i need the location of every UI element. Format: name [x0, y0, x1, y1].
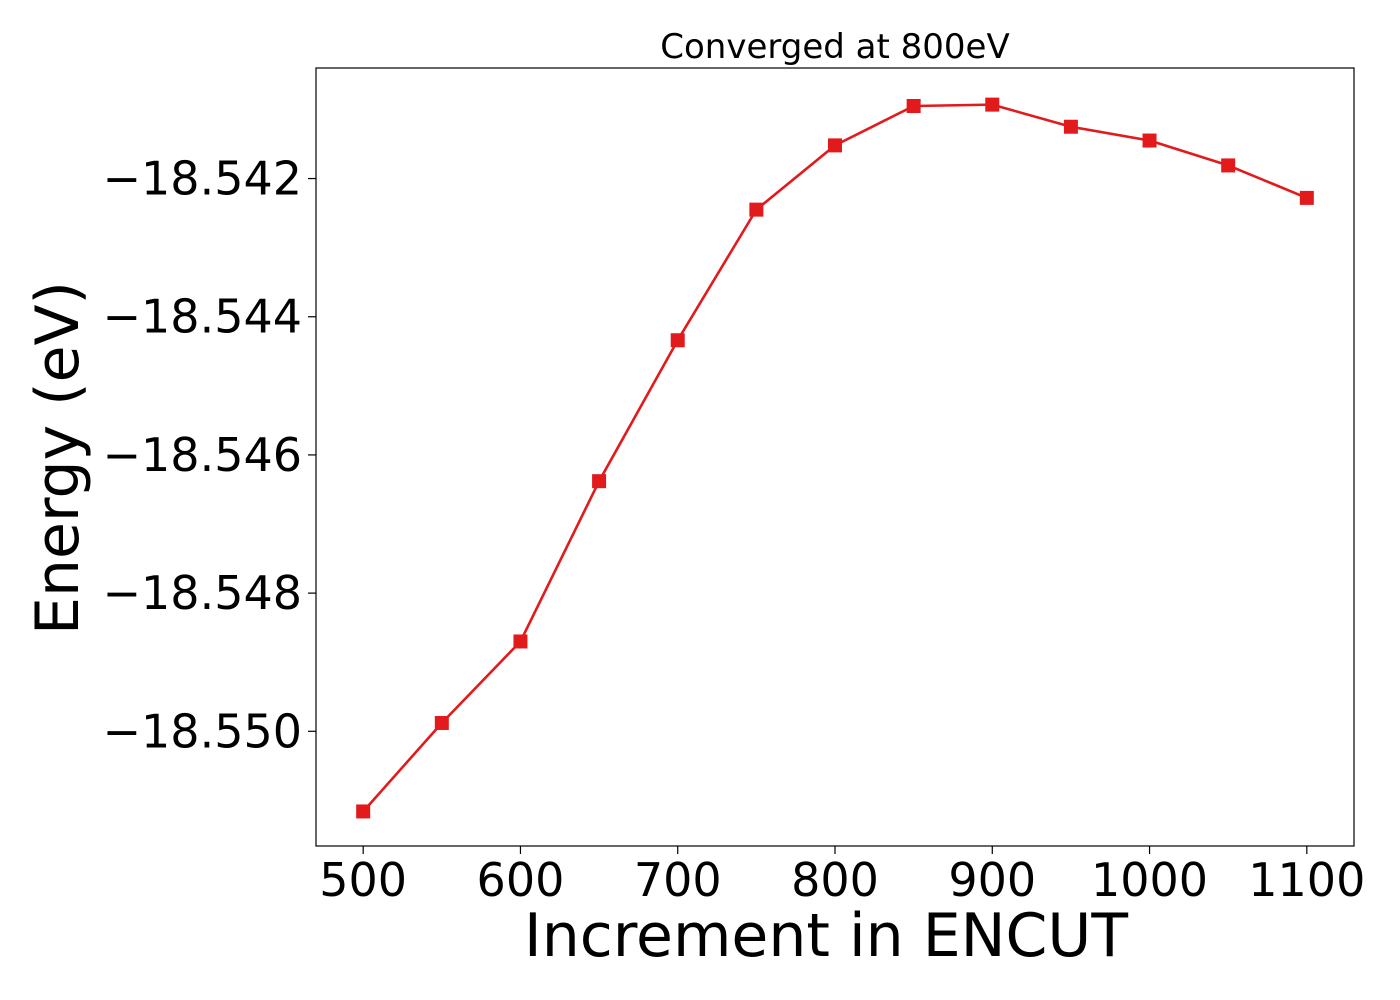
data-point — [1221, 158, 1236, 173]
x-tick-label: 1000 — [1091, 853, 1208, 907]
data-point — [1063, 119, 1078, 134]
data-point — [434, 716, 449, 731]
data-point — [749, 202, 764, 217]
data-point — [1299, 190, 1314, 205]
x-tick-label: 1100 — [1248, 853, 1365, 907]
data-point — [592, 474, 607, 489]
data-point — [513, 634, 528, 649]
axes-frame — [315, 67, 1355, 847]
data-point — [670, 333, 685, 348]
x-axis-label: Increment in ENCUT — [524, 901, 1128, 971]
data-point — [985, 97, 1000, 112]
data-point — [1142, 133, 1157, 148]
y-tick-label: −18.550 — [103, 704, 303, 758]
x-tick-label: 700 — [634, 853, 722, 907]
y-tick-label: −18.542 — [103, 152, 303, 206]
y-tick-label: −18.546 — [103, 428, 303, 482]
y-tick-label: −18.544 — [103, 290, 303, 344]
y-tick-label: −18.548 — [103, 566, 303, 620]
data-point — [828, 138, 842, 153]
data-point — [356, 804, 371, 819]
x-tick-label: 900 — [948, 853, 1036, 907]
y-axis-label: Energy (eV) — [23, 281, 93, 635]
series-line — [362, 103, 1308, 813]
x-tick-label: 800 — [791, 853, 879, 907]
data-point — [906, 99, 921, 114]
plot-area: 500 600 700 800 900 1000 1100 −18.550 −18.548 −18… — [103, 67, 1365, 907]
x-tick-label: 500 — [319, 853, 407, 907]
x-tick-label: 600 — [477, 853, 565, 907]
chart-title: Converged at 800eV — [660, 27, 1009, 67]
